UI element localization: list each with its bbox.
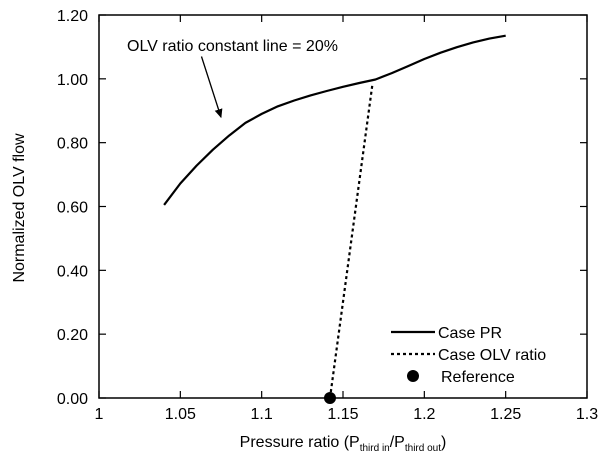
legend-marker-reference: [407, 370, 419, 382]
y-axis-label: Normalized OLV flow: [11, 133, 28, 283]
annotation-text: OLV ratio constant line = 20%: [127, 38, 338, 55]
legend-label-case-pr: Case PR: [438, 325, 502, 342]
legend-label-reference: Reference: [441, 369, 515, 386]
x-tick-label: 1.15: [327, 406, 358, 423]
x-tick-label: 1.3: [576, 406, 598, 423]
x-axis-title: Pressure ratio (Pthird in/Pthird out): [240, 434, 447, 454]
x-tick-label: 1.05: [165, 406, 196, 423]
annotation-arrow: [200, 56, 223, 119]
plot-frame: [98, 14, 588, 399]
series-case-pr-line: [163, 34, 506, 206]
y-axis-title: Normalized OLV flow: [11, 133, 28, 283]
ticks-layer: 1 1.05 1.1 1.15 1.2 1.25 1.3 0.00 0.20 0.40 0.60 0.…: [57, 8, 598, 423]
x-axis-label-suffix: ): [441, 434, 446, 451]
y-tick-label: 0.80: [57, 136, 88, 153]
y-tick-label: 0.40: [57, 263, 88, 280]
y-tick-label: 0.20: [57, 327, 88, 344]
series-case-olv-ratio-line: [328, 85, 374, 399]
y-tick-label: 0.60: [57, 200, 88, 217]
x-tick-label: 1: [95, 406, 104, 423]
legend: Case PR Case OLV ratio Reference: [391, 325, 546, 386]
y-tick-label: 1.20: [57, 8, 88, 25]
x-axis-label-mid: /P: [390, 434, 405, 451]
x-axis-label-prefix: Pressure ratio (P: [240, 434, 360, 451]
x-tick-label: 1.2: [413, 406, 435, 423]
y-tick-label: 0.00: [57, 391, 88, 408]
legend-label-case-olv-ratio: Case OLV ratio: [438, 347, 546, 364]
series-reference-marker: [323, 392, 336, 404]
series-layer: [163, 34, 506, 404]
x-tick-label: 1.1: [251, 406, 273, 423]
x-axis-label-sub2: third out: [405, 443, 441, 454]
y-tick-label: 1.00: [57, 72, 88, 89]
x-axis-label-sub1: third in: [360, 443, 390, 454]
x-tick-label: 1.25: [490, 406, 521, 423]
